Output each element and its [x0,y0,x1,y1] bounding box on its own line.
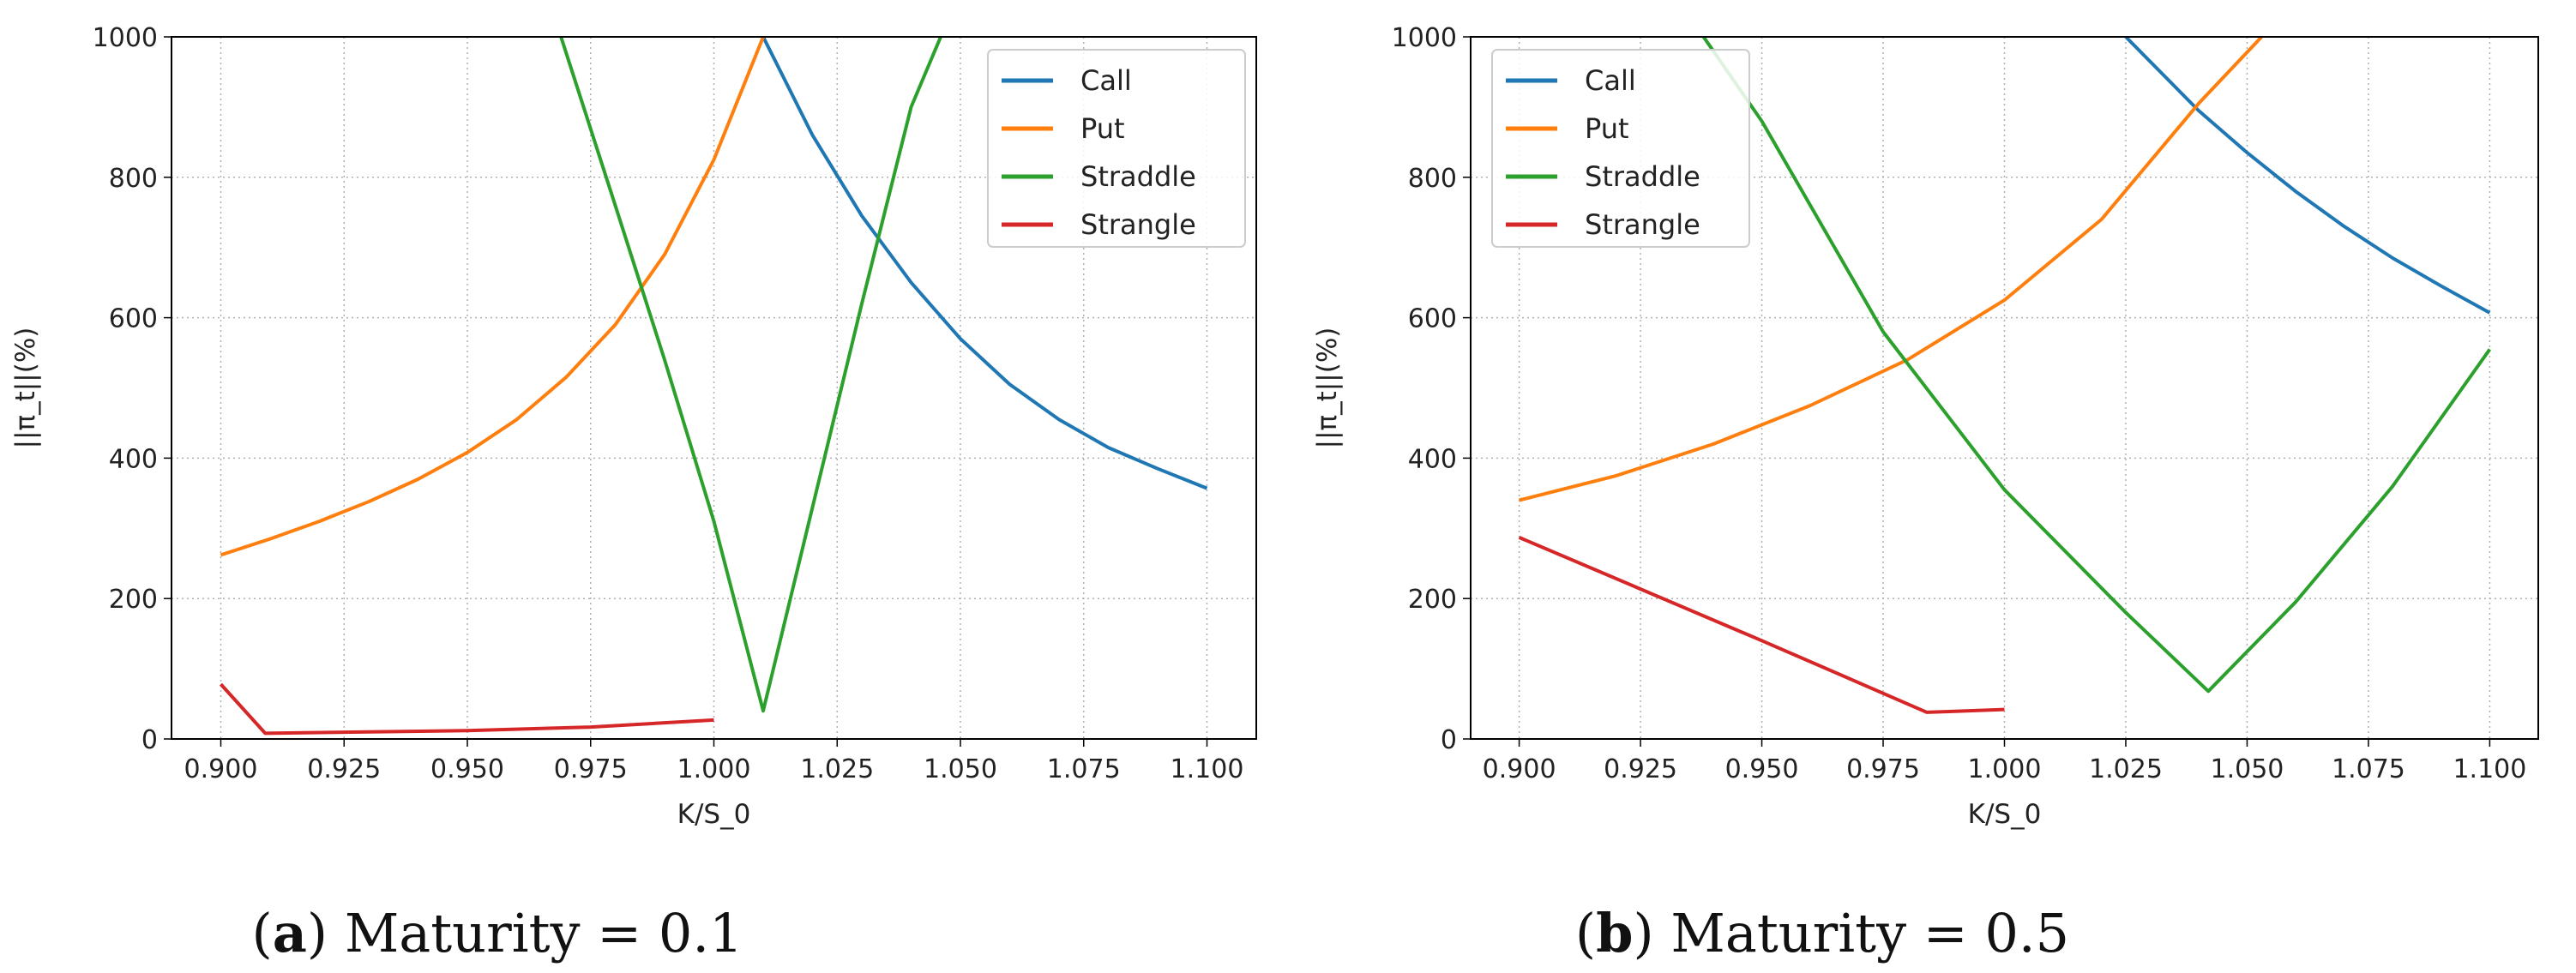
series-line-straddle [1701,37,2492,694]
legend-box [1491,49,1750,248]
axes-frame [1470,36,2539,740]
x-tick-label: 0.950 [1725,754,1799,784]
y-tick-label: 0 [1441,725,1457,755]
x-tick-label: 1.100 [1171,754,1244,784]
legend-label-put: Put [1585,112,1629,145]
y-tick-label: 0 [141,725,158,755]
x-tick-label: 0.900 [1483,754,1556,784]
legend: Call Put Straddle Strangle [987,49,1246,248]
x-tick-label: 1.025 [800,754,874,784]
x-tick-label: 1.025 [2089,754,2163,784]
chart-panel-b: 0.900 0.925 0.950 0.975 1.000 1.025 1.050 1.075… [1312,23,2539,830]
y-tick-label: 200 [1408,585,1457,615]
x-tick-label: 1.100 [2453,754,2526,784]
series-line-strangle [1518,536,2005,714]
legend-label-straddle: Straddle [1080,160,1196,193]
svg-text:(b) Maturity = 0.5: (b) Maturity = 0.5 [1575,902,2069,964]
x-axis-label: K/S_0 [677,799,751,830]
y-tick-label: 800 [109,164,158,194]
caption-b-text: Maturity = 0.5 [1670,902,2069,964]
x-tick-label: 1.075 [2332,754,2405,784]
x-tick-label: 0.950 [430,754,504,784]
legend-label-strangle: Strangle [1080,208,1196,241]
legend-box [987,49,1246,248]
svg-text:(a) Maturity = 0.1: (a) Maturity = 0.1 [252,902,743,964]
x-tick-label: 0.900 [184,754,258,784]
legend-label-put: Put [1080,112,1125,145]
y-tick-label: 400 [109,444,158,474]
series-line-strangle [220,682,714,736]
legend-label-strangle: Strangle [1585,208,1700,241]
y-tick-label: 200 [109,585,158,615]
x-tick-label: 0.925 [307,754,381,784]
legend: Call Put Straddle Strangle [1491,49,1750,248]
y-axis-label: ||π_t||(%) [1312,327,1343,449]
x-tick-label: 0.975 [554,754,628,784]
axes-frame [171,36,1257,740]
y-tick-label: 1000 [1392,23,1457,53]
y-tick-label: 800 [1408,164,1457,194]
series-line-put [1519,37,2263,502]
chart-panel-a: 0.900 0.925 0.950 0.975 1.000 1.025 1.050 1.075… [10,23,1257,830]
x-tick-label: 1.050 [2211,754,2284,784]
caption-a: (a) Maturity = 0.1 [252,902,743,964]
series-line-call [761,37,1208,490]
series-line-call [2124,37,2491,315]
caption-a-letter: a [273,902,307,964]
caption-a-text: Maturity = 0.1 [345,902,743,964]
x-tick-label: 1.050 [924,754,997,784]
legend-label-straddle: Straddle [1585,160,1700,193]
x-axis-label: K/S_0 [1968,799,2042,830]
x-tick-label: 0.975 [1846,754,1920,784]
legend-label-call: Call [1080,64,1132,97]
caption-b-letter: b [1596,902,1633,964]
x-tick-label: 1.000 [1968,754,2042,784]
series-line-straddle [559,37,942,713]
x-tick-label: 1.000 [677,754,751,784]
caption-b: (b) Maturity = 0.5 [1575,902,2069,964]
y-tick-label: 600 [109,304,158,334]
y-tick-label: 400 [1408,444,1457,474]
y-axis-label: ||π_t||(%) [10,327,41,449]
x-tick-label: 1.075 [1047,754,1121,784]
x-tick-label: 0.925 [1604,754,1677,784]
y-tick-label: 1000 [93,23,158,53]
series-line-put [220,37,765,557]
legend-label-call: Call [1585,64,1636,97]
y-tick-label: 600 [1408,304,1457,334]
